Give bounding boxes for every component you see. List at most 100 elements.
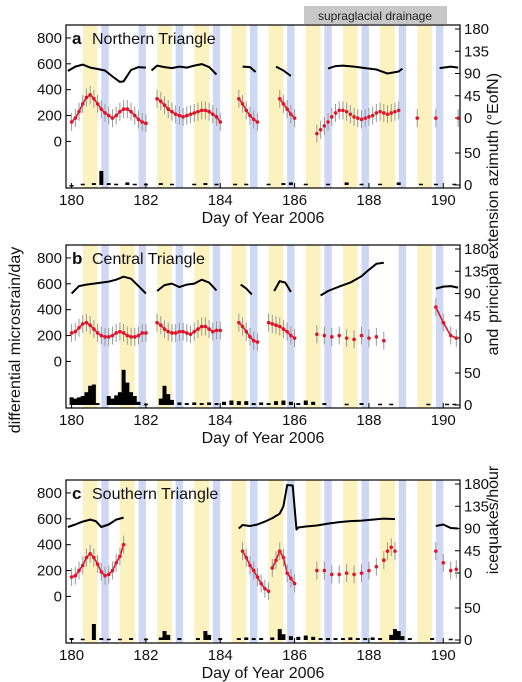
icequake-bar [444, 403, 449, 406]
icequake-bar [80, 396, 85, 405]
strain-point [185, 113, 189, 118]
strain-point [248, 335, 252, 339]
icequake-bar [270, 637, 275, 640]
icequake-bar [281, 400, 286, 405]
icequake-bar [396, 182, 401, 185]
strain-point [203, 108, 208, 113]
azimuth-tick-label: 135 [464, 498, 489, 515]
icequake-bar [125, 182, 130, 185]
strain-line [435, 306, 457, 339]
strain-point [363, 116, 368, 120]
day-band [119, 480, 135, 643]
x-tick-label: 184 [208, 647, 233, 664]
strain-point [255, 575, 260, 579]
strain-point [322, 568, 327, 573]
strain-point [378, 109, 382, 114]
strain-point [240, 549, 245, 553]
icequake-bar [340, 638, 345, 640]
night-band [138, 25, 146, 188]
strain-point [84, 320, 89, 325]
strain-point [218, 328, 223, 333]
strain-point [270, 566, 275, 570]
strain-point [289, 576, 293, 581]
strain-point [367, 568, 371, 573]
strain-point [255, 120, 260, 124]
x-tick-label: 188 [356, 192, 381, 209]
icequake-bar [80, 183, 85, 186]
strain-point [121, 542, 126, 547]
icequake-bar [266, 403, 271, 405]
night-band [435, 25, 444, 188]
strain-point [281, 327, 286, 331]
azimuth-line [435, 285, 459, 290]
night-band [324, 480, 332, 643]
strain-point [348, 112, 353, 117]
strain-point [240, 324, 245, 329]
azimuth-tick-label: 45 [464, 543, 481, 560]
icequake-bar [106, 396, 111, 405]
day-band [305, 480, 321, 643]
strain-point [218, 120, 223, 124]
icequake-bar [359, 183, 364, 186]
azimuth-tick-label: 0 [464, 110, 472, 127]
azimuth-tick-label: 90 [464, 286, 481, 303]
day-band [231, 480, 247, 643]
icequake-bar [69, 397, 74, 405]
strain-point [173, 331, 178, 335]
strain-point [207, 327, 211, 331]
icequake-tick-label: 50 [464, 365, 481, 382]
left-tick-label: 800 [37, 485, 62, 502]
strain-point [199, 108, 204, 113]
strain-point [434, 116, 438, 120]
strain-point [285, 329, 289, 334]
icequake-bar [288, 182, 293, 185]
strain-point [251, 338, 256, 343]
strain-point [106, 335, 111, 339]
day-band [157, 480, 172, 643]
icequake-bar [117, 392, 122, 405]
icequake-bar [288, 636, 293, 640]
strain-point [355, 116, 360, 120]
icequake-tick-label: 50 [464, 145, 481, 162]
left-tick-label: 0 [54, 133, 62, 150]
icequake-bar [143, 638, 148, 641]
strain-point [244, 329, 249, 334]
strain-point [132, 335, 137, 339]
icequake-bar [244, 183, 249, 186]
strain-point [177, 113, 182, 118]
strain-point [244, 108, 249, 113]
strain-point [448, 333, 453, 338]
left-tick-label: 0 [54, 353, 62, 370]
strain-point [106, 113, 111, 118]
panel-title: Central Triangle [92, 251, 205, 268]
strain-point [352, 115, 356, 119]
icequake-bar [281, 183, 286, 185]
icequake-bar [88, 385, 93, 405]
icequake-bar [378, 183, 383, 186]
azimuth-line [273, 280, 292, 293]
icequake-bar [218, 638, 223, 640]
strain-point [352, 572, 356, 577]
strain-point [367, 336, 371, 340]
x-tick-label: 182 [133, 647, 158, 664]
strain-point [118, 554, 122, 559]
strain-point [396, 108, 401, 113]
icequake-bar [162, 631, 167, 640]
azimuth-line [435, 523, 459, 530]
icequake-bar [378, 638, 383, 640]
plot-frame [65, 244, 461, 409]
strain-point [203, 324, 208, 329]
x-tick-label: 190 [431, 647, 456, 664]
icequake-bar [203, 631, 208, 640]
day-band [194, 480, 210, 643]
x-tick-label: 180 [59, 412, 84, 429]
strain-point [341, 108, 345, 113]
icequake-bar [266, 183, 271, 186]
strain-point [370, 113, 375, 118]
strain-point [155, 96, 159, 101]
azimuth-line [439, 65, 459, 70]
icequake-bar [80, 638, 85, 641]
night-band [175, 25, 184, 188]
azimuth-tick-label: 180 [464, 476, 489, 493]
